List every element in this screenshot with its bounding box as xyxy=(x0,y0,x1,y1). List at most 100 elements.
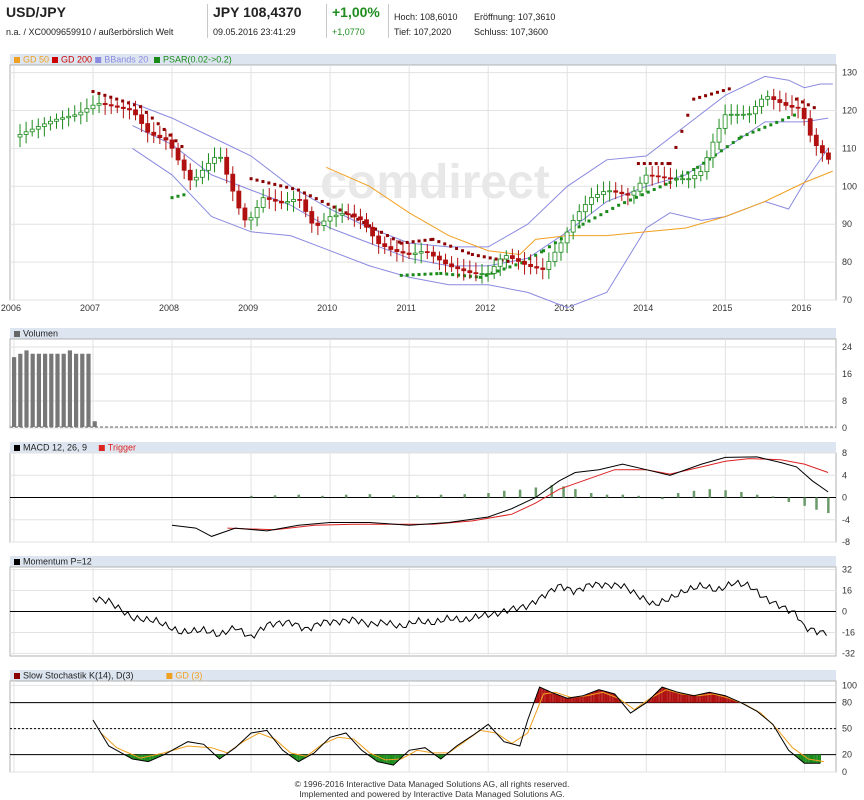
psar-dot xyxy=(314,197,318,201)
psar-dot xyxy=(470,253,474,257)
legend-label: Trigger xyxy=(108,443,136,453)
psar-dot xyxy=(696,165,700,169)
stochastic-y-tick: 80 xyxy=(842,698,852,708)
psar-dot xyxy=(587,219,591,223)
psar-dot xyxy=(320,199,324,203)
candle-body xyxy=(479,273,485,275)
candle-body xyxy=(418,251,424,254)
volume-bar xyxy=(67,350,72,427)
change-percent: +1,00% xyxy=(332,4,380,20)
psar-dot xyxy=(397,240,401,244)
candle-body xyxy=(376,235,382,245)
candle-body xyxy=(619,191,625,195)
psar-dot xyxy=(484,273,488,277)
candle-body xyxy=(72,114,78,117)
candle-body xyxy=(351,213,357,218)
candle-body xyxy=(528,263,534,267)
legend-label: Volumen xyxy=(23,329,58,339)
watermark: comdirect xyxy=(320,156,549,209)
psar-dot xyxy=(261,180,265,184)
psar-dot xyxy=(737,136,741,140)
candle-body xyxy=(771,96,777,100)
psar-dot xyxy=(302,191,306,195)
macd-histogram-bar xyxy=(621,494,625,498)
candle-body xyxy=(151,131,157,136)
psar-dot xyxy=(482,255,486,259)
candle-body xyxy=(400,251,406,254)
candle-body xyxy=(430,251,436,257)
psar-dot xyxy=(461,249,465,253)
psar-dot xyxy=(739,135,743,139)
candle-body xyxy=(570,220,576,233)
candle-body xyxy=(813,134,819,147)
footer-line-2: Implemented and powered by Interactive D… xyxy=(299,789,565,799)
candle-body xyxy=(236,190,242,209)
psar-dot xyxy=(249,177,253,181)
macd-histogram-bar xyxy=(368,494,372,498)
candle-body xyxy=(546,261,552,270)
psar-dot xyxy=(605,210,609,214)
psar-dot xyxy=(350,214,354,218)
psar-dot xyxy=(812,106,816,110)
stochastic-panel-header xyxy=(10,670,836,681)
psar-dot xyxy=(506,259,510,263)
candle-body xyxy=(291,199,296,203)
candle-body xyxy=(48,120,53,125)
legend-swatch xyxy=(95,57,102,63)
legend-label: MACD 12, 26, 9 xyxy=(23,443,87,453)
macd-histogram-bar xyxy=(321,495,324,498)
macd-histogram-bar xyxy=(589,493,593,498)
psar-dot xyxy=(702,161,706,165)
candle-body xyxy=(734,113,740,116)
psar-dot xyxy=(255,178,259,182)
legend-swatch xyxy=(154,57,160,63)
price-y-tick: 110 xyxy=(842,143,856,153)
candle-body xyxy=(534,266,540,269)
candle-body xyxy=(661,176,667,179)
psar-dot xyxy=(279,184,283,188)
candle-body xyxy=(102,102,108,106)
candle-body xyxy=(218,156,224,159)
candle-body xyxy=(491,265,497,274)
candle-body xyxy=(582,204,588,213)
psar-dot xyxy=(611,206,615,210)
legend-label: Slow Stochastik K(14), D(3) xyxy=(23,671,134,681)
candle-body xyxy=(139,114,144,124)
psar-dot xyxy=(646,190,650,194)
psar-dot xyxy=(686,113,690,117)
stochastic-y-tick: 100 xyxy=(842,680,857,690)
candle-body xyxy=(795,106,801,109)
legend-label: BBands 20 xyxy=(104,55,148,65)
price-y-tick: 120 xyxy=(842,105,857,115)
stochastic-y-tick: 50 xyxy=(842,724,852,734)
isin-line: n.a. / XC0009659910 / außerbörslich Welt xyxy=(6,27,174,37)
psar-dot xyxy=(721,89,725,93)
candle-body xyxy=(303,199,309,212)
psar-dot xyxy=(451,273,455,277)
candle-body xyxy=(455,266,461,270)
psar-dot xyxy=(445,272,449,276)
candle-body xyxy=(740,113,746,116)
psar-dot xyxy=(121,99,125,103)
psar-dot xyxy=(417,239,421,243)
macd-histogram-bar xyxy=(708,489,712,498)
volume-bar xyxy=(30,353,35,427)
price-x-tick: 2013 xyxy=(554,303,574,313)
macd-line xyxy=(171,456,829,537)
macd-histogram-bar xyxy=(416,495,419,498)
change-absolute: +1,0770 xyxy=(332,27,365,37)
macd-histogram-bar xyxy=(463,494,466,498)
candle-body xyxy=(394,249,400,252)
candle-body xyxy=(412,252,418,255)
macd-histogram-bar xyxy=(637,495,640,498)
candle-body xyxy=(443,259,448,265)
candle-body xyxy=(826,152,831,160)
candle-body xyxy=(558,242,564,253)
candle-body xyxy=(613,190,619,193)
psar-dot xyxy=(664,182,668,186)
price-x-tick: 2006 xyxy=(1,303,21,313)
psar-dot xyxy=(405,273,409,277)
legend-swatch xyxy=(14,57,20,63)
candle-body xyxy=(589,197,594,205)
candle-body xyxy=(461,268,467,272)
